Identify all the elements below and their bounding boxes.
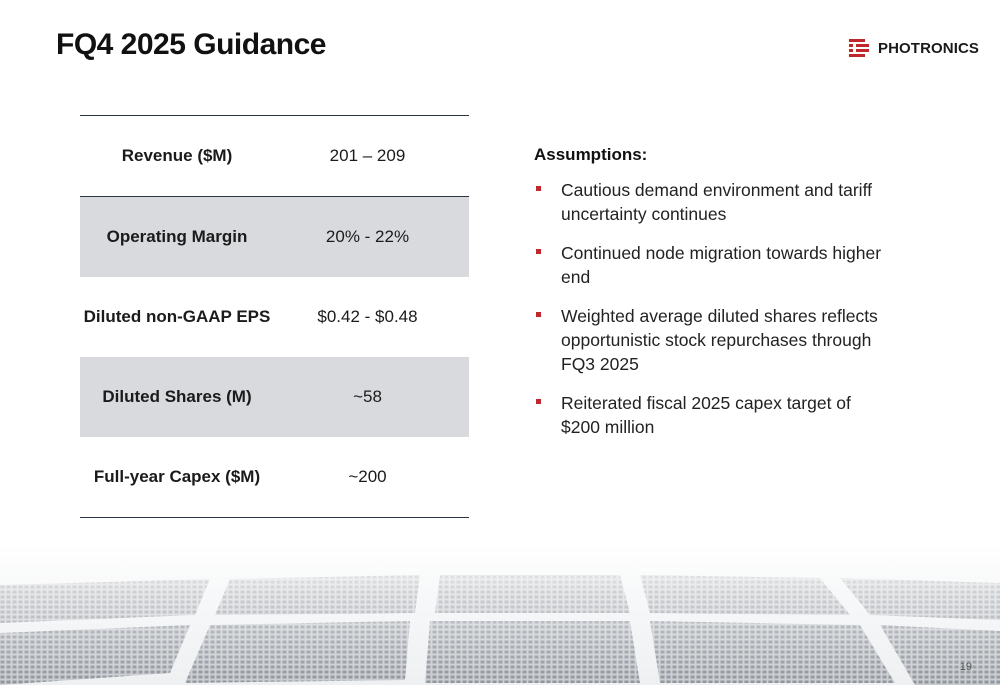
row-label: Diluted non-GAAP EPS	[83, 307, 271, 326]
guidance-table: Revenue ($M) 201 – 209 Operating Margin …	[80, 115, 469, 518]
table-row: Diluted non-GAAP EPS $0.42 - $0.48	[80, 277, 469, 357]
row-label: Full-year Capex ($M)	[93, 467, 261, 486]
logo-wordmark: PHOTRONICS	[878, 39, 980, 57]
list-item: Weighted average diluted shares reflects…	[534, 304, 884, 376]
table-row: Full-year Capex ($M) ~200	[80, 437, 469, 517]
square-bullet-icon	[536, 399, 541, 404]
slide-title: FQ4 2025 Guidance	[56, 28, 326, 61]
photomask-pattern-background	[0, 545, 1000, 685]
square-bullet-icon	[536, 186, 541, 191]
row-value: ~200	[348, 467, 387, 486]
table-row: Revenue ($M) 201 – 209	[80, 116, 469, 197]
table-row: Diluted Shares (M) ~58	[80, 357, 469, 437]
list-item-text: Continued node migration towards higher …	[561, 243, 882, 287]
assumptions-list: Cautious demand environment and tariff u…	[534, 178, 884, 439]
list-item: Cautious demand environment and tariff u…	[534, 178, 884, 226]
page-number: 19	[959, 661, 972, 673]
table-row: Operating Margin 20% - 22%	[80, 197, 469, 277]
list-item-text: Reiterated fiscal 2025 capex target of $…	[561, 393, 851, 437]
square-bullet-icon	[536, 249, 541, 254]
company-logo: PHOTRONICS	[848, 35, 979, 61]
list-item: Reiterated fiscal 2025 capex target of $…	[534, 391, 884, 439]
row-value: 20% - 22%	[325, 227, 410, 246]
row-label: Diluted Shares (M)	[102, 387, 252, 406]
assumptions-heading: Assumptions:	[534, 145, 648, 164]
row-value: $0.42 - $0.48	[317, 307, 418, 326]
list-item-text: Weighted average diluted shares reflects…	[561, 306, 878, 374]
assumptions-panel: Assumptions: Cautious demand environment…	[534, 145, 884, 454]
list-item: Continued node migration towards higher …	[534, 241, 884, 289]
row-value: 201 – 209	[329, 146, 406, 165]
row-value: ~58	[353, 387, 382, 406]
row-label: Operating Margin	[106, 227, 248, 246]
list-item-text: Cautious demand environment and tariff u…	[561, 180, 872, 224]
row-label: Revenue ($M)	[121, 146, 233, 165]
square-bullet-icon	[536, 312, 541, 317]
photronics-logo-icon	[848, 37, 870, 59]
